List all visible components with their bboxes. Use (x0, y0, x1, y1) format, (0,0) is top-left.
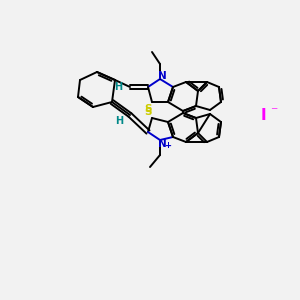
Text: +: + (164, 142, 172, 151)
Text: I: I (260, 107, 266, 122)
Text: H: H (115, 116, 123, 126)
Text: S: S (144, 104, 152, 114)
Text: N: N (158, 71, 166, 81)
Text: H: H (114, 82, 122, 92)
Text: ⁻: ⁻ (270, 105, 278, 119)
Text: N: N (158, 139, 166, 149)
Text: S: S (144, 107, 152, 117)
